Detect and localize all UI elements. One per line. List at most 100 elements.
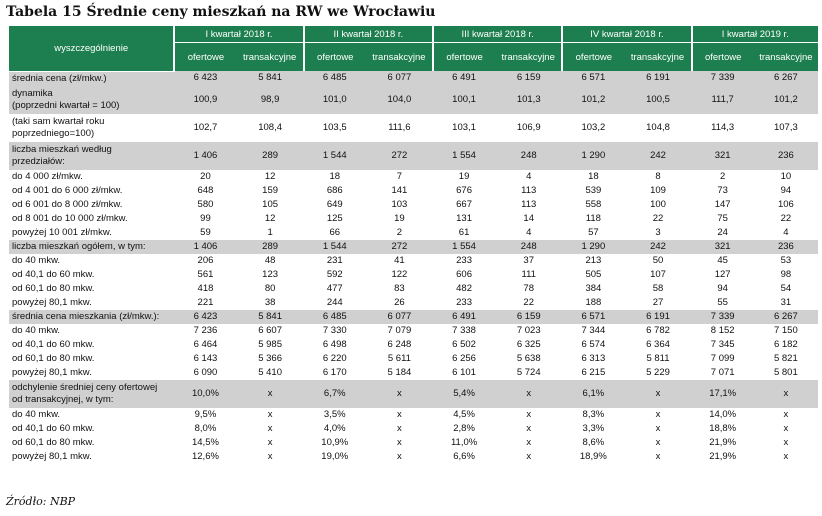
table-cell: 19,0% xyxy=(321,450,349,462)
transaction-header: transakcyjne xyxy=(753,42,818,71)
table-cell: 1 544 xyxy=(303,141,366,170)
table-row: liczba mieszkań ogółem, w tym: 1 406 289 1 … xyxy=(9,239,818,254)
table-cell: 6 248 xyxy=(387,338,412,350)
table-cell: 41 xyxy=(394,254,405,266)
table-cell: 6 256 xyxy=(452,352,476,364)
transaction-header: transakcyjne xyxy=(495,42,563,71)
table-cell: 6 182 xyxy=(773,338,798,350)
table-body: średnia cena (zł/mkw.) 6 423 5 841 6 485 6 0… xyxy=(9,71,818,464)
row-label: od 60,1 do 80 mkw. xyxy=(12,282,95,294)
row-label: od 60,1 do 80 mkw. xyxy=(12,352,95,364)
table-cell: 206 xyxy=(197,254,214,266)
table-cell: 3 xyxy=(655,226,661,238)
table-cell: x xyxy=(397,450,402,462)
table-cell: 6 077 xyxy=(365,309,433,324)
table-cell: 17,1% xyxy=(691,379,754,408)
table-cell: 5 841 xyxy=(236,71,304,86)
table-cell: 100 xyxy=(650,198,666,210)
table-cell: 37 xyxy=(523,254,534,266)
row-label: od 6 001 do 8 000 zł/mkw. xyxy=(12,198,123,210)
offer-header: ofertowe xyxy=(431,42,496,71)
row-label: do 40 mkw. xyxy=(12,324,61,336)
table-cell: 19 xyxy=(458,170,470,182)
table-cell: 233 xyxy=(456,254,472,266)
table-row: dynamika (poprzedni kwartał = 100) 100,9 9… xyxy=(9,85,818,114)
table-cell: 244 xyxy=(326,296,343,308)
table-cell: 6 502 xyxy=(452,338,476,350)
table-cell: 2,8% xyxy=(453,422,475,434)
table-cell: 1 406 xyxy=(174,239,237,254)
table-cell: 111 xyxy=(521,268,536,280)
table-cell: 22 xyxy=(652,212,664,224)
table-cell: 7 071 xyxy=(710,366,735,378)
table-cell: 6 267 xyxy=(753,309,818,324)
table-cell: 18 xyxy=(329,170,341,182)
table-cell: 289 xyxy=(236,141,304,170)
table-cell: 236 xyxy=(753,239,818,254)
table-cell: 6 267 xyxy=(753,71,818,86)
table-cell: 104,0 xyxy=(365,85,433,114)
table-cell: 1 290 xyxy=(562,141,625,170)
table-cell: 14,0% xyxy=(709,408,737,420)
table-row: do 40 mkw. 9,5% x 3,5% x 4,5% x 8,3% x 14,0% x xyxy=(9,408,818,422)
table-cell: x xyxy=(267,450,273,462)
table-cell: 8,6% xyxy=(582,436,605,448)
quarter-header: III kwartał 2018 r. xyxy=(431,26,563,43)
table-cell: 580 xyxy=(197,198,214,210)
table-cell: 22 xyxy=(523,296,534,308)
table-cell: 6 607 xyxy=(258,324,282,336)
table-cell: 12 xyxy=(264,212,276,224)
table-row: (taki sam kwartał roku poprzedniego=100)… xyxy=(9,114,818,142)
table-cell: 6 101 xyxy=(452,366,476,378)
table-cell: x xyxy=(365,379,433,408)
quarter-header: I kwartał 2019 r. xyxy=(690,26,818,43)
row-label: powyżej 80,1 mkw. xyxy=(12,366,92,378)
table-cell: 105 xyxy=(262,198,279,210)
table-row: od 60,1 do 80 mkw. 14,5% x 10,9% x 11,0% x 8,6%… xyxy=(9,436,818,450)
table-cell: 505 xyxy=(585,268,602,280)
table-cell: 131 xyxy=(456,212,472,224)
table-cell: 676 xyxy=(456,184,472,196)
table-cell: 8 xyxy=(655,170,661,182)
table-cell: 12,6% xyxy=(191,450,219,462)
row-label: od 60,1 do 80 mkw. xyxy=(12,436,95,448)
table-cell: x xyxy=(397,408,402,420)
table-cell: 21,9% xyxy=(709,436,737,448)
table-cell: 10,0% xyxy=(174,379,237,408)
table-cell: 6 191 xyxy=(624,309,692,324)
table-cell: 6 485 xyxy=(303,71,366,86)
table-cell: 6 571 xyxy=(562,309,625,324)
table-cell: 6 485 xyxy=(303,309,366,324)
table-cell: x xyxy=(655,450,661,462)
offer-header: ofertowe xyxy=(302,42,366,71)
table-row: od 40,1 do 60 mkw. 8,0% x 4,0% x 2,8% x 3,3% x 18… xyxy=(9,422,818,436)
table-row: do 40 mkw. 206 48 231 41 233 37 213 50 45 53 xyxy=(9,254,818,268)
table-cell: 321 xyxy=(691,239,754,254)
table-cell: x xyxy=(397,422,402,434)
table-cell: 100,9 xyxy=(174,85,237,114)
table-cell: 6,6% xyxy=(453,450,475,462)
row-label: powyżej 80,1 mkw. xyxy=(12,450,92,462)
transaction-header: transakcyjne xyxy=(365,42,433,71)
table-cell: 38 xyxy=(264,296,276,308)
table-cell: 100,5 xyxy=(624,85,692,114)
table-cell: x xyxy=(783,422,789,434)
table-row: od 40,1 do 60 mkw. 6 464 5 985 6 498 6 248 6 … xyxy=(9,338,818,352)
offer-header: ofertowe xyxy=(173,42,237,71)
table-title: Tabela 15 Średnie ceny mieszkań na RW we… xyxy=(6,4,436,20)
table-cell: 3,5% xyxy=(323,408,346,420)
table-cell: 6 491 xyxy=(433,71,496,86)
table-cell: 321 xyxy=(691,141,754,170)
table-cell: 11,0% xyxy=(450,436,478,448)
table-cell: x xyxy=(624,379,692,408)
table-cell: 94 xyxy=(717,282,728,294)
table-cell: 111,7 xyxy=(691,85,754,114)
table-cell: 61 xyxy=(458,226,470,238)
table-cell: 106 xyxy=(777,198,794,210)
table-cell: 14,5% xyxy=(191,436,219,448)
table-cell: x xyxy=(526,450,532,462)
table-cell: 6 571 xyxy=(562,71,625,86)
table-cell: 7 338 xyxy=(452,324,476,336)
table-row: od 60,1 do 80 mkw. 418 80 477 83 482 78 384 58 94… xyxy=(9,282,818,296)
row-label: do 40 mkw. xyxy=(12,408,61,420)
